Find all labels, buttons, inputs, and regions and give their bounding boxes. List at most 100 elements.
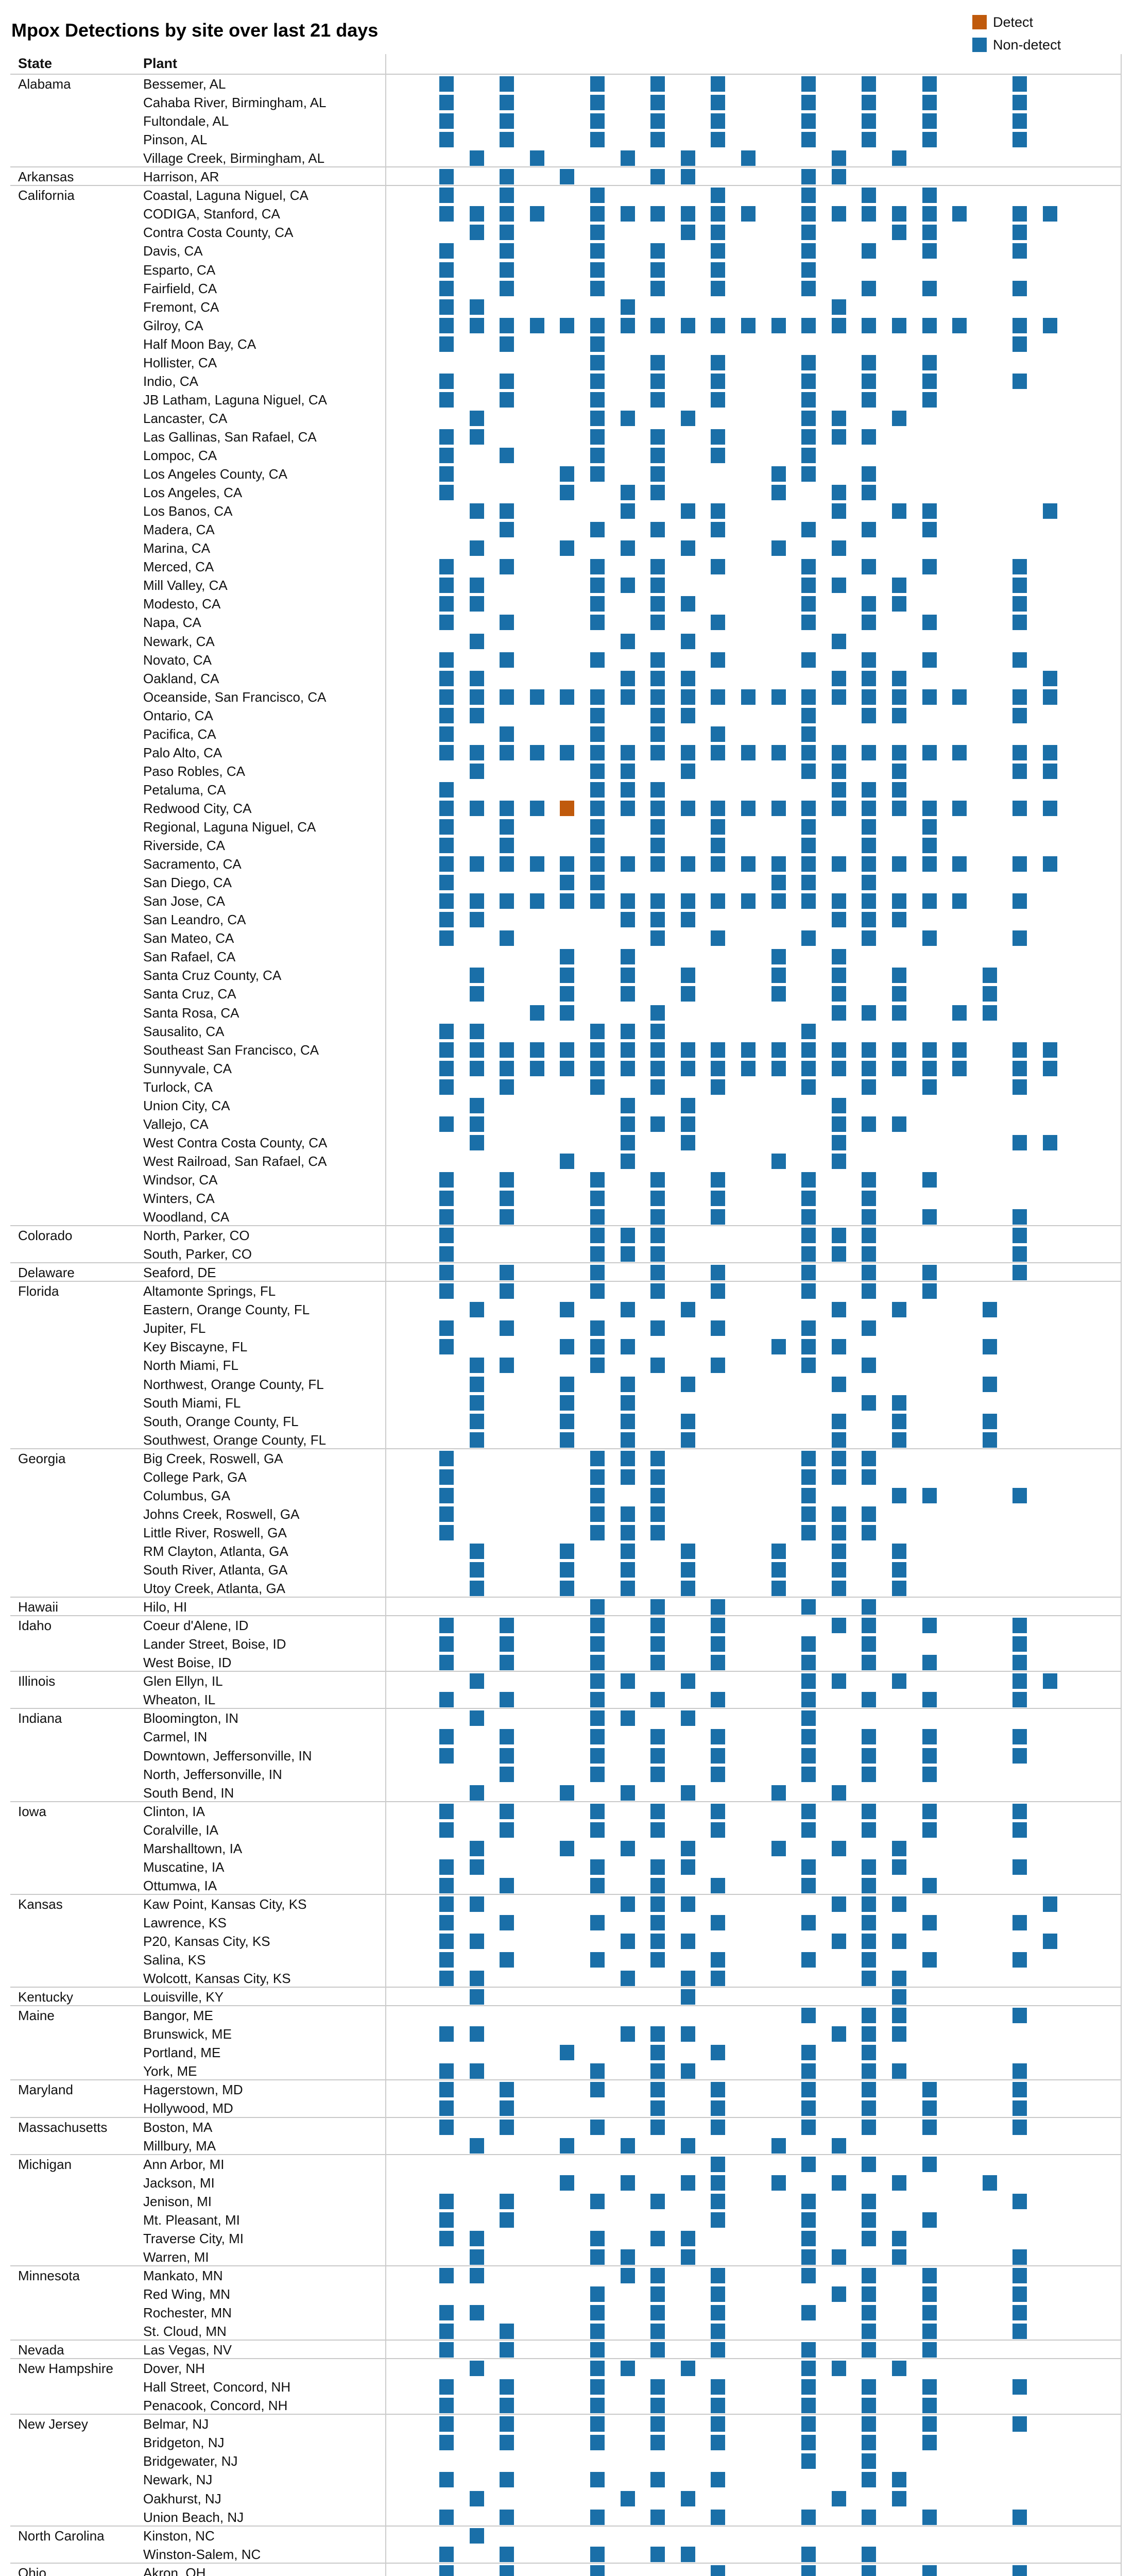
nondetect-cell <box>469 2490 484 2506</box>
nondetect-cell <box>801 373 816 389</box>
nondetect-cell <box>862 2267 877 2283</box>
state-group-separator <box>10 2154 1121 2155</box>
nondetect-cell <box>1012 113 1027 129</box>
nondetect-cell <box>771 1153 786 1169</box>
nondetect-cell <box>439 2212 454 2228</box>
nondetect-cell <box>862 2416 877 2432</box>
nondetect-cell <box>1012 225 1027 241</box>
nondetect-cell <box>1043 1673 1057 1689</box>
nondetect-cell <box>801 1803 816 1819</box>
nondetect-cell <box>801 1506 816 1522</box>
nondetect-cell <box>771 949 786 965</box>
nondetect-cell <box>439 317 454 333</box>
nondetect-cell <box>862 2193 877 2209</box>
nondetect-cell <box>801 429 816 445</box>
nondetect-cell <box>831 540 846 556</box>
nondetect-cell <box>469 1673 484 1689</box>
state-group-separator <box>10 1225 1121 1227</box>
nondetect-cell <box>439 2435 454 2451</box>
plant-label: Ontario, CA <box>143 707 213 723</box>
plant-label: Glen Ellyn, IL <box>143 1673 223 1689</box>
nondetect-cell <box>801 744 816 760</box>
nondetect-cell <box>590 893 605 909</box>
nondetect-cell <box>560 893 575 909</box>
nondetect-cell <box>801 800 816 816</box>
nondetect-cell <box>650 652 665 668</box>
nondetect-cell <box>1012 1822 1027 1838</box>
nondetect-cell <box>500 522 514 538</box>
nondetect-cell <box>620 1840 635 1856</box>
nondetect-cell <box>922 1877 937 1893</box>
state-label: New Jersey <box>18 2416 88 2432</box>
nondetect-cell <box>590 819 605 835</box>
nondetect-cell <box>590 243 605 259</box>
nondetect-cell <box>620 1060 635 1076</box>
nondetect-cell <box>831 800 846 816</box>
nondetect-cell <box>500 893 514 909</box>
nondetect-cell <box>831 1506 846 1522</box>
nondetect-cell <box>862 1877 877 1893</box>
plant-label: CODIGA, Stanford, CA <box>143 206 280 222</box>
nondetect-cell <box>801 1692 816 1708</box>
nondetect-cell <box>439 1803 454 1819</box>
nondetect-cell <box>862 76 877 92</box>
nondetect-cell <box>741 206 756 222</box>
nondetect-cell <box>590 763 605 779</box>
nondetect-cell <box>590 76 605 92</box>
plant-label: San Rafael, CA <box>143 949 236 965</box>
nondetect-cell <box>560 856 575 872</box>
nondetect-cell <box>529 150 544 166</box>
nondetect-cell <box>892 1302 906 1318</box>
nondetect-cell <box>680 1116 695 1132</box>
nondetect-cell <box>560 1005 575 1021</box>
plant-label: Ottumwa, IA <box>143 1877 217 1893</box>
nondetect-cell <box>500 392 514 408</box>
nondetect-cell <box>801 726 816 742</box>
plant-label: San Leandro, CA <box>143 912 246 928</box>
plant-label: Napa, CA <box>143 615 201 631</box>
nondetect-cell <box>590 280 605 296</box>
nondetect-cell <box>469 707 484 723</box>
nondetect-cell <box>680 410 695 426</box>
nondetect-cell <box>650 1246 665 1262</box>
nondetect-cell <box>620 912 635 928</box>
nondetect-cell <box>801 1246 816 1262</box>
nondetect-cell <box>500 1822 514 1838</box>
nondetect-cell <box>650 448 665 463</box>
nondetect-cell <box>500 1952 514 1968</box>
nondetect-cell <box>711 280 726 296</box>
plant-label: Salina, KS <box>143 1952 206 1968</box>
nondetect-cell <box>469 1971 484 1987</box>
nondetect-cell <box>771 540 786 556</box>
nondetect-cell <box>680 540 695 556</box>
nondetect-cell <box>620 1097 635 1113</box>
nondetect-cell <box>469 856 484 872</box>
nondetect-cell <box>771 1042 786 1058</box>
plant-label: Big Creek, Roswell, GA <box>143 1450 283 1466</box>
nondetect-cell <box>620 1450 635 1466</box>
nondetect-cell <box>711 2045 726 2061</box>
nondetect-cell <box>1012 1246 1027 1262</box>
nondetect-cell <box>590 410 605 426</box>
nondetect-cell <box>469 912 484 928</box>
nondetect-cell <box>500 1191 514 1206</box>
legend: Detect Non-detect <box>972 14 1061 60</box>
nondetect-cell <box>680 225 695 241</box>
nondetect-cell <box>741 1060 756 1076</box>
state-group-separator <box>10 2079 1121 2081</box>
nondetect-cell <box>862 1748 877 1764</box>
plant-label: South, Parker, CO <box>143 1246 252 1262</box>
nondetect-cell <box>590 2193 605 2209</box>
nondetect-cell <box>711 188 726 204</box>
nondetect-cell <box>650 2082 665 2098</box>
plant-label: Bloomington, IN <box>143 1710 238 1726</box>
nondetect-cell <box>922 930 937 946</box>
nondetect-cell <box>801 1283 816 1299</box>
nondetect-cell <box>922 2286 937 2302</box>
nondetect-cell <box>590 2546 605 2562</box>
nondetect-cell <box>590 2379 605 2395</box>
nondetect-cell <box>620 1228 635 1244</box>
nondetect-cell <box>831 949 846 965</box>
state-group-separator <box>10 2116 1121 2118</box>
plant-label: Sunnyvale, CA <box>143 1060 232 1076</box>
